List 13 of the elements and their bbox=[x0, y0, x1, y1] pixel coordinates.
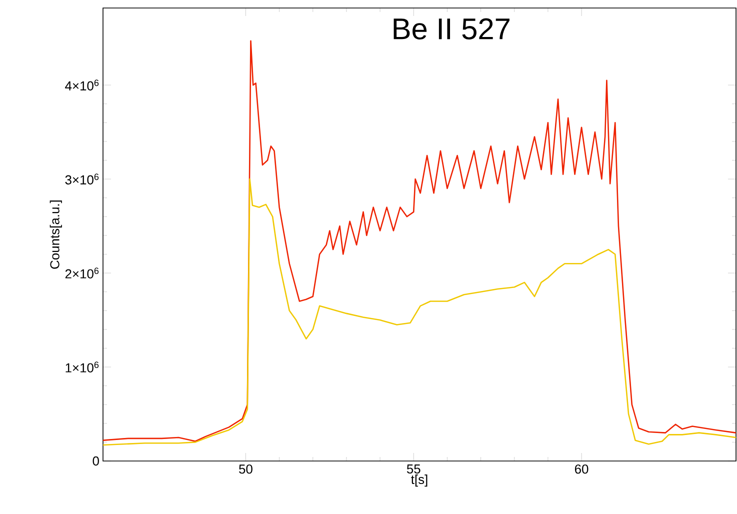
y-tick-label: 2×10$^{6}$ bbox=[65, 268, 99, 278]
y-tick-label: 1×10$^{6}$ bbox=[66, 362, 99, 372]
x-tick-label: 60 bbox=[574, 464, 588, 474]
y-tick-label: 3×10$^{6}$ bbox=[65, 174, 99, 184]
line-series bbox=[103, 178, 736, 446]
chart-title: Be II 527 bbox=[394, 18, 510, 40]
x-axis-title: t[s] bbox=[411, 474, 428, 487]
x-tick-label: 50 bbox=[239, 464, 252, 474]
y-tick-label: 4×10$^{6}$ bbox=[65, 80, 99, 90]
y-axis-title: Counts[a.u.] bbox=[50, 200, 62, 269]
x-tick-label: 55 bbox=[406, 464, 420, 474]
line-series bbox=[103, 40, 736, 442]
y-tick-label: 0 bbox=[92, 456, 99, 466]
